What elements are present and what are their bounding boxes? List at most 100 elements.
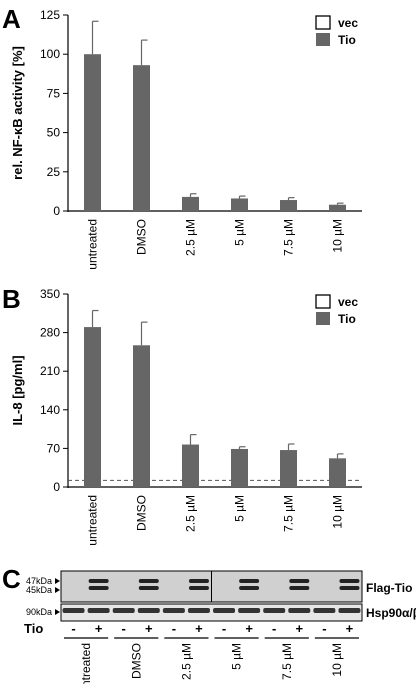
- lane-sign: +: [245, 621, 253, 636]
- flag-tio-band-lower: [88, 586, 109, 590]
- bar-tio: [133, 65, 150, 212]
- marker-label: 90kDa: [26, 607, 52, 617]
- y-tick-label: 100: [40, 47, 60, 61]
- lane-sign: -: [272, 621, 276, 636]
- x-tick-label: 2.5 µM: [184, 219, 198, 256]
- flag-tio-band-upper: [188, 579, 209, 583]
- x-tick-label: DMSO: [135, 495, 149, 531]
- bar-tio: [280, 450, 297, 487]
- tio-row-label: Tio: [24, 621, 43, 636]
- y-tick-label: 50: [47, 126, 61, 140]
- legend-label-tio: Tio: [338, 33, 356, 47]
- legend-swatch-vec: [315, 294, 331, 309]
- hsp90-band: [288, 608, 311, 613]
- marker-arrow: [55, 587, 60, 593]
- marker-label: 45kDa: [26, 585, 52, 595]
- bar-tio: [329, 204, 346, 211]
- group-label: 7.5 µM: [280, 643, 294, 680]
- lane-sign: -: [222, 621, 226, 636]
- bar-tio: [182, 196, 199, 211]
- y-tick-label: 70: [47, 441, 61, 455]
- hsp90-band: [112, 608, 135, 613]
- bar-tio: [133, 345, 150, 487]
- lane-sign: -: [122, 621, 126, 636]
- flag-tio-band-upper: [138, 579, 159, 583]
- y-tick-label: 140: [40, 403, 60, 417]
- group-label: 5 µM: [230, 643, 244, 670]
- x-tick-label: 5 µM: [233, 495, 247, 522]
- bar-tio: [329, 458, 346, 487]
- lane-sign: +: [95, 621, 103, 636]
- x-tick-label: 2.5 µM: [184, 495, 198, 532]
- hsp90-band: [263, 608, 286, 613]
- legend-swatch-tio: [316, 312, 330, 325]
- band-label-hsp90: Hsp90α/β: [366, 606, 416, 620]
- x-tick-label: untreated: [86, 219, 100, 270]
- x-tick-label: 10 µM: [331, 495, 345, 529]
- bar-tio: [84, 54, 101, 212]
- group-label: untreated: [79, 643, 93, 684]
- marker-label: 47kDa: [26, 576, 52, 586]
- bar-tio: [182, 444, 199, 487]
- hsp90-band: [187, 608, 210, 613]
- chart-nfkb: 0 25 50 75 100 125 rel. NF-κB activity [%] untr…: [10, 8, 362, 270]
- flag-tio-band-lower: [188, 586, 209, 590]
- flag-tio-band-upper: [339, 579, 360, 583]
- lane-sign: -: [71, 621, 75, 636]
- x-tick-label: 7.5 µM: [282, 219, 296, 256]
- bar-tio: [84, 327, 101, 487]
- hsp90-band: [238, 608, 261, 613]
- panel-label-a: A: [2, 4, 21, 34]
- hsp90-band: [313, 608, 336, 613]
- legend-swatch-vec: [315, 15, 331, 30]
- hsp90-blot: [60, 603, 363, 622]
- legend-label-vec: vec: [338, 295, 358, 309]
- legend-label-tio: Tio: [338, 312, 356, 326]
- bar-tio: [231, 448, 248, 487]
- hsp90-band: [62, 608, 85, 613]
- lane-sign: +: [346, 621, 354, 636]
- y-tick-label: 280: [40, 326, 60, 340]
- lane-sign: +: [295, 621, 303, 636]
- lane-sign: +: [145, 621, 153, 636]
- bar-tio: [280, 200, 297, 211]
- hsp90-band: [137, 608, 160, 613]
- bar-tio: [231, 198, 248, 211]
- legend-label-vec: vec: [338, 16, 358, 30]
- flag-tio-band-lower: [339, 586, 360, 590]
- group-label: 10 µM: [330, 643, 344, 677]
- y-tick-label: 75: [47, 86, 61, 100]
- lane-sign: +: [195, 621, 203, 636]
- flag-tio-band-lower: [289, 586, 310, 590]
- group-label: DMSO: [129, 643, 143, 679]
- flag-tio-band-lower: [239, 586, 260, 590]
- flag-tio-band-upper: [289, 579, 310, 583]
- x-tick-label: 5 µM: [233, 219, 247, 246]
- chart-il8: 0 70 140 210 280 350 IL-8 [pg/ml] untreated DMSO…: [10, 287, 362, 546]
- y-axis-label: IL-8 [pg/ml]: [10, 355, 25, 425]
- lane-sign: -: [322, 621, 326, 636]
- flag-tio-band-upper: [88, 579, 109, 583]
- hsp90-band: [338, 608, 361, 613]
- hsp90-band: [87, 608, 110, 613]
- hsp90-band: [162, 608, 185, 613]
- y-tick-label: 125: [40, 8, 60, 22]
- y-tick-label: 0: [53, 480, 60, 494]
- x-tick-label: DMSO: [135, 219, 149, 255]
- hsp90-band: [213, 608, 236, 613]
- flag-tio-band-upper: [239, 579, 260, 583]
- y-tick-label: 210: [40, 364, 60, 378]
- group-label: 2.5 µM: [179, 643, 193, 680]
- x-tick-label: 7.5 µM: [282, 495, 296, 532]
- flag-tio-band-lower: [138, 586, 159, 590]
- x-tick-label: untreated: [86, 495, 100, 546]
- marker-arrow: [55, 609, 60, 615]
- y-tick-label: 0: [53, 204, 60, 218]
- panel-label-b: B: [2, 284, 21, 314]
- legend-swatch-tio: [316, 33, 330, 46]
- y-tick-label: 350: [40, 287, 60, 301]
- band-label-flag-tio: Flag-Tio: [366, 581, 412, 595]
- x-tick-label: 10 µM: [331, 219, 345, 253]
